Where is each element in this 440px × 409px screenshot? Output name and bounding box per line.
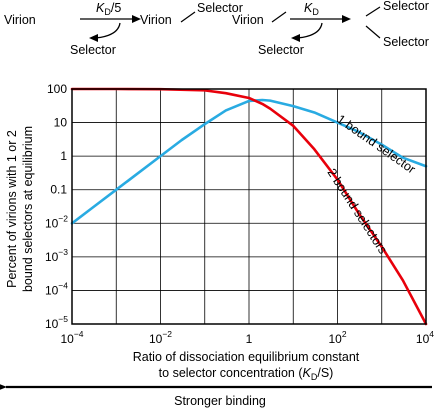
scheme-right-bond-2 <box>365 25 381 39</box>
series-label-1-bound: 1 bound selector <box>334 112 418 176</box>
x-tick-label: 104 <box>416 329 434 346</box>
scheme-left-to: Virion <box>140 13 172 27</box>
scheme-right-released: Selector <box>258 43 304 57</box>
y-tick-labels: 10−5 10−4 10−3 10−2 0.1 1 10 100 <box>45 82 68 331</box>
scheme-right-release-arrow <box>291 22 323 42</box>
x-tick-label: 102 <box>328 329 346 346</box>
y-axis-label-line1: Percent of virions with 1 or 2 <box>5 130 19 288</box>
scheme-right: Virion KD Selector Selector Selector <box>232 0 429 57</box>
scheme-left-released: Selector <box>70 43 116 57</box>
scheme-left-rate: KD/5 <box>96 1 121 17</box>
y-tick-label: 10−3 <box>45 247 68 264</box>
y-tick-label: 10 <box>54 116 68 130</box>
y-tick-label: 10−2 <box>45 213 68 230</box>
y-tick-label: 100 <box>47 82 67 96</box>
scheme-left: Virion KD/5 Virion Selector Selector <box>4 1 243 57</box>
scheme-left-from: Virion <box>4 13 36 27</box>
scheme-right-attached-2: Selector <box>383 35 429 49</box>
x-axis-label-line1: Ratio of dissociation equilibrium consta… <box>133 350 360 364</box>
scheme-left-bond <box>180 11 196 23</box>
scheme-right-rate: KD <box>304 1 319 17</box>
y-tick-label: 10−4 <box>45 280 68 297</box>
scheme-right-from: Virion <box>232 13 264 27</box>
scheme-right-bond-1 <box>365 6 381 17</box>
y-tick-label: 10−5 <box>45 314 68 331</box>
x-tick-labels: 10−4 10−2 1 102 104 <box>60 329 434 346</box>
x-tick-label: 10−4 <box>60 329 83 346</box>
stronger-binding-label: Stronger binding <box>174 394 266 408</box>
grid <box>71 88 427 325</box>
x-tick-label: 1 <box>246 332 253 346</box>
scheme-right-from-bond <box>271 11 287 23</box>
series-label-2-bound: 2 bound selectors <box>324 166 389 256</box>
x-tick-label: 10−2 <box>149 329 172 346</box>
y-axis-label-line2: bound selectors at equilibrium <box>21 126 35 292</box>
scheme-right-attached-1: Selector <box>383 0 429 13</box>
scheme-left-attached: Selector <box>197 1 243 15</box>
plot-frame <box>71 88 427 325</box>
scheme-left-release-arrow <box>89 22 121 42</box>
y-tick-label: 0.1 <box>50 183 67 197</box>
y-tick-label: 1 <box>60 149 67 163</box>
x-axis-label-line2: to selector concentration (KD/S) <box>159 366 334 382</box>
